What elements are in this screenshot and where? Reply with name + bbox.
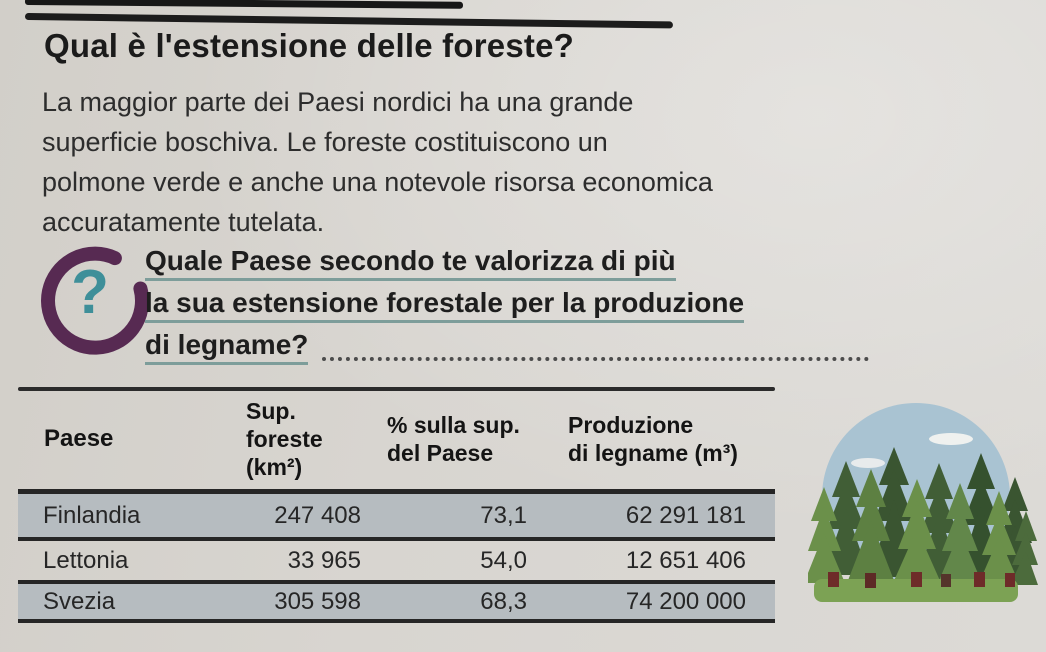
- tree-icon: [938, 483, 982, 583]
- cell-country: Finlandia: [43, 501, 141, 529]
- header-timber-line2: di legname (m³): [568, 440, 738, 466]
- tree-icon: [847, 469, 895, 583]
- cloud-icon: [929, 433, 973, 445]
- question-line-3: di legname?: [145, 330, 309, 365]
- trunk-icon: [974, 572, 985, 587]
- cell-forest-area: 305 598: [274, 587, 361, 615]
- tree-row-front: [808, 469, 1038, 585]
- header-percent-line1: % sulla sup.: [387, 412, 520, 438]
- cloud-icon: [851, 458, 885, 468]
- header-percent-surface: % sulla sup. del Paese: [366, 411, 545, 467]
- header-forest-area: Sup. foreste (km²): [210, 397, 366, 481]
- table-row-finlandia: Finlandia 247 408 73,1 62 291 181: [18, 494, 775, 537]
- table-row-svezia: Svezia 305 598 68,3 74 200 000: [18, 580, 775, 623]
- question-mark-icon: ?: [41, 246, 149, 355]
- question-ring: [41, 246, 149, 355]
- intro-line: accuratamente tutelata.: [42, 207, 325, 237]
- trunk-icon: [911, 572, 922, 587]
- tree-icon: [808, 487, 845, 583]
- trunk-icon: [865, 573, 876, 588]
- cell-production: 62 291 181: [625, 501, 746, 529]
- intro-line: La maggior parte dei Paesi nordici ha un…: [42, 87, 634, 117]
- section-divider-rule: [18, 387, 775, 391]
- question-line-1: Quale Paese secondo te valorizza di più: [145, 246, 676, 281]
- cell-country: Svezia: [43, 587, 116, 615]
- trunk-icon: [1005, 573, 1015, 587]
- question-block: Quale Paese secondo te valorizza di più …: [145, 246, 871, 372]
- tree-icon: [893, 479, 941, 583]
- trunk-icon: [941, 574, 951, 587]
- page-title: Qual è l'estensione delle foreste?: [44, 27, 574, 64]
- forest-illustration: [808, 403, 1038, 602]
- header-percent-line2: del Paese: [387, 440, 494, 466]
- tree-trunks: [828, 572, 1015, 588]
- cell-percent: 54,0: [480, 546, 527, 574]
- cell-production: 12 651 406: [625, 546, 746, 574]
- cell-country: Lettonia: [43, 546, 129, 574]
- intro-line: superficie boschiva. Le foreste costitui…: [42, 127, 608, 157]
- cell-production: 74 200 000: [625, 587, 746, 615]
- tree-icon: [1010, 511, 1038, 585]
- header-forest-area-line1: Sup. foreste: [246, 398, 323, 452]
- header-country: Paese: [44, 425, 114, 452]
- table-row-lettonia: Lettonia 33 965 54,0 12 651 406: [18, 537, 775, 580]
- cell-forest-area: 33 965: [287, 546, 361, 574]
- intro-paragraph: La maggior parte dei Paesi nordici ha un…: [42, 82, 922, 242]
- cell-percent: 73,1: [480, 501, 527, 529]
- table-header-row: Paese Sup. foreste (km²) % sulla sup. de…: [18, 391, 775, 494]
- trunk-icon: [828, 572, 839, 587]
- top-rule-primary: [24, 0, 464, 9]
- header-timber-production: Produzione di legname (m³): [545, 411, 775, 467]
- cell-percent: 68,3: [480, 587, 527, 615]
- cell-forest-area: 247 408: [274, 501, 361, 529]
- question-glyph: ?: [71, 258, 109, 327]
- header-timber-line1: Produzione: [568, 412, 694, 438]
- forest-data-table: Paese Sup. foreste (km²) % sulla sup. de…: [18, 391, 775, 623]
- tree-icon: [979, 491, 1019, 583]
- answer-dotted-line: [322, 357, 869, 361]
- header-forest-area-line2: (km²): [246, 454, 303, 480]
- intro-line: polmone verde e anche una notevole risor…: [42, 167, 713, 197]
- question-line-2: la sua estensione forestale per la produ…: [145, 288, 745, 323]
